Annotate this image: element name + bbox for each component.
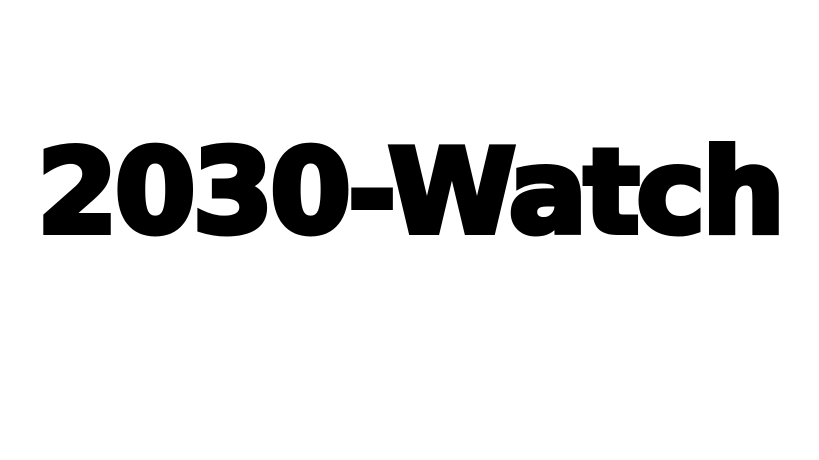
headline-text: 2030-Watch xyxy=(34,125,788,261)
